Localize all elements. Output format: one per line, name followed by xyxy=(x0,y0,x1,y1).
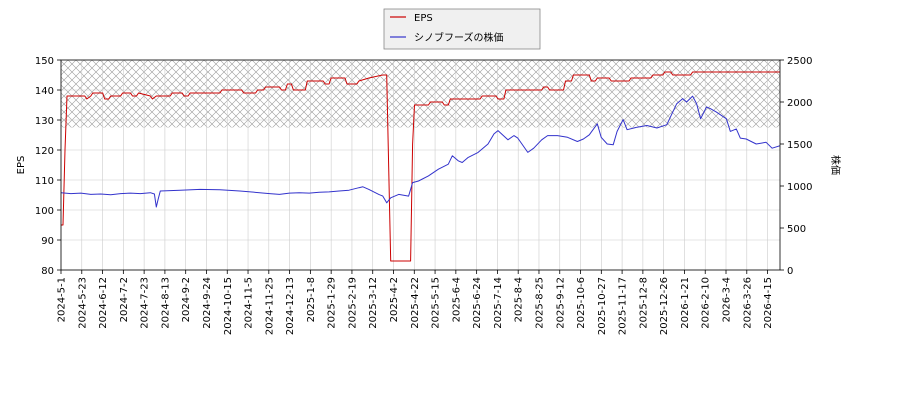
x-tick-label: 2025-11-17 xyxy=(618,277,629,335)
x-tick-label: 2026-3-26 xyxy=(742,277,753,329)
left-tick-label: 80 xyxy=(41,266,54,277)
x-tick-label: 2025-6-4 xyxy=(451,277,462,322)
x-tick-label: 2025-4-2 xyxy=(389,277,400,322)
x-tick-label: 2024-7-23 xyxy=(140,277,151,329)
x-tick-label: 2026-2-10 xyxy=(701,277,712,329)
series-line-eps xyxy=(61,71,780,262)
x-tick-label: 2025-10-6 xyxy=(576,277,587,329)
x-tick-label: 2025-3-12 xyxy=(368,277,379,329)
left-tick-label: 150 xyxy=(35,56,54,67)
x-tick-label: 2025-4-22 xyxy=(410,277,421,329)
left-tick-label: 130 xyxy=(35,116,54,127)
x-tick-label: 2025-1-8 xyxy=(306,277,317,322)
legend: EPS シノブフーズの株価 xyxy=(383,8,541,50)
legend-label-price: シノブフーズの株価 xyxy=(414,31,504,44)
right-tick-label: 2500 xyxy=(787,56,812,67)
left-tick-label: 90 xyxy=(41,236,54,247)
x-tick-label: 2024-5-23 xyxy=(77,277,88,329)
right-axis: 2500 2000 1500 1000 500 0 xyxy=(780,56,812,277)
x-axis: 2024-5-1 2024-5-23 2024-6-12 2024-7-2 2024-7… xyxy=(57,270,774,335)
left-tick-label: 120 xyxy=(35,146,54,157)
x-tick-label: 2025-5-15 xyxy=(431,277,442,329)
x-tick-label: 2024-11-5 xyxy=(244,277,255,329)
series-line-price xyxy=(61,95,780,208)
x-tick-label: 2024-11-25 xyxy=(264,277,275,335)
x-tick-label: 2024-5-1 xyxy=(57,277,68,322)
x-tick-label: 2024-10-15 xyxy=(223,277,234,335)
right-tick-label: 1000 xyxy=(787,182,812,193)
right-tick-label: 0 xyxy=(787,266,793,277)
left-tick-label: 140 xyxy=(35,86,54,97)
plot-frame xyxy=(60,59,781,271)
x-tick-label: 2025-12-26 xyxy=(659,277,670,335)
x-tick-label: 2024-8-13 xyxy=(160,277,171,329)
x-tick-label: 2025-6-24 xyxy=(472,277,483,329)
x-tick-label: 2025-10-27 xyxy=(597,277,608,335)
left-tick-label: 110 xyxy=(35,176,54,187)
right-tick-label: 1500 xyxy=(787,140,812,151)
x-tick-label: 2025-9-12 xyxy=(555,277,566,329)
right-tick-label: 500 xyxy=(787,224,806,235)
series-layer xyxy=(61,71,780,262)
legend-box xyxy=(383,8,541,50)
left-axis-title: EPS xyxy=(16,156,27,175)
x-tick-label: 2024-9-24 xyxy=(202,277,213,329)
x-tick-label: 2024-7-2 xyxy=(119,277,130,322)
x-tick-label: 2026-1-21 xyxy=(680,277,691,329)
x-tick-label: 2024-6-12 xyxy=(98,277,109,329)
x-tick-label: 2025-8-25 xyxy=(534,277,545,329)
x-tick-label: 2026-4-15 xyxy=(763,277,774,329)
x-tick-label: 2025-8-4 xyxy=(514,277,525,322)
x-tick-label: 2024-9-2 xyxy=(181,277,192,322)
shaded-band xyxy=(61,60,780,128)
right-tick-label: 2000 xyxy=(787,98,812,109)
x-tick-label: 2025-12-8 xyxy=(638,277,649,329)
left-tick-label: 100 xyxy=(35,206,54,217)
left-axis: 150 140 130 120 110 100 90 80 xyxy=(35,56,61,277)
legend-label-eps: EPS xyxy=(414,13,433,24)
right-axis-title: 株価 xyxy=(829,155,842,175)
x-tick-label: 2026-3-4 xyxy=(722,277,733,322)
x-tick-label: 2025-1-29 xyxy=(327,277,338,329)
x-tick-label: 2025-2-19 xyxy=(347,277,358,329)
x-tick-label: 2025-7-14 xyxy=(493,277,504,329)
x-tick-label: 2024-12-13 xyxy=(285,277,296,335)
